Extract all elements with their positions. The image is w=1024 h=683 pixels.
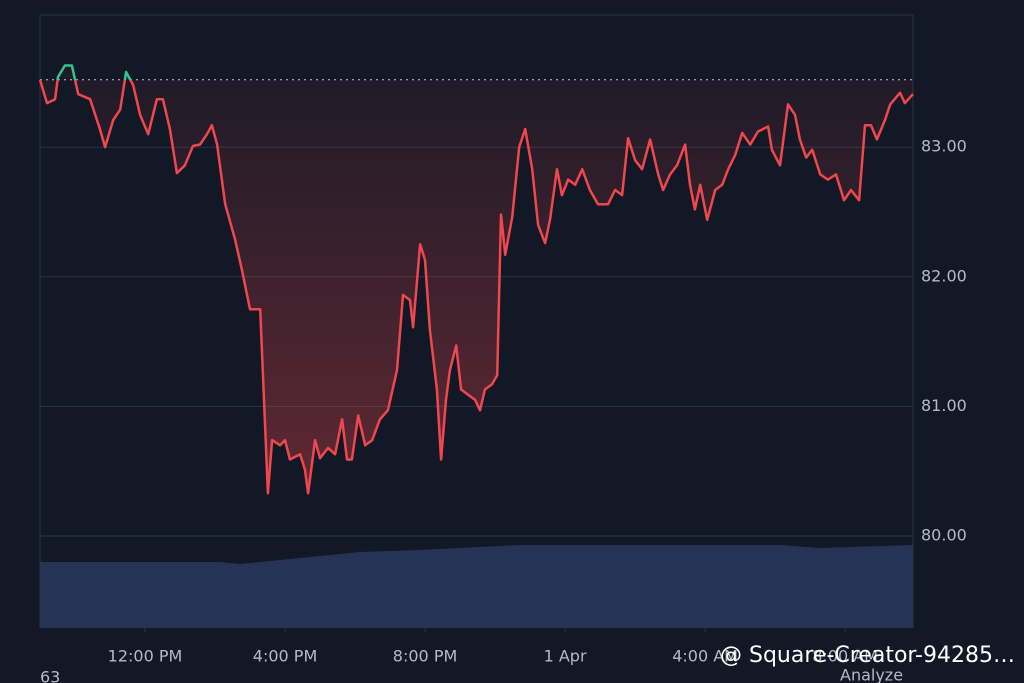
y-tick-label: 80.00 [921,525,967,544]
annotation: Analyze [840,666,903,683]
x-tick-label: 4:00 AM [672,647,738,666]
volume-band [40,545,913,628]
watermark: @ Square-Creator-94285… [720,643,1015,668]
x-tick-label: 1 Apr [544,647,587,666]
x-tick-label: 8:00 PM [393,647,457,666]
x-tick-label: 8:00 AM [812,647,878,666]
x-tick-label: 4:00 PM [253,647,317,666]
x-tick-label: 12:00 PM [108,647,183,666]
y-tick-label: 83.00 [921,137,967,156]
price-line [38,64,914,495]
area [40,65,913,494]
y-tick-label: 81.00 [921,396,967,415]
annotation: 63 [40,668,60,683]
y-tick-label: 82.00 [921,266,967,285]
